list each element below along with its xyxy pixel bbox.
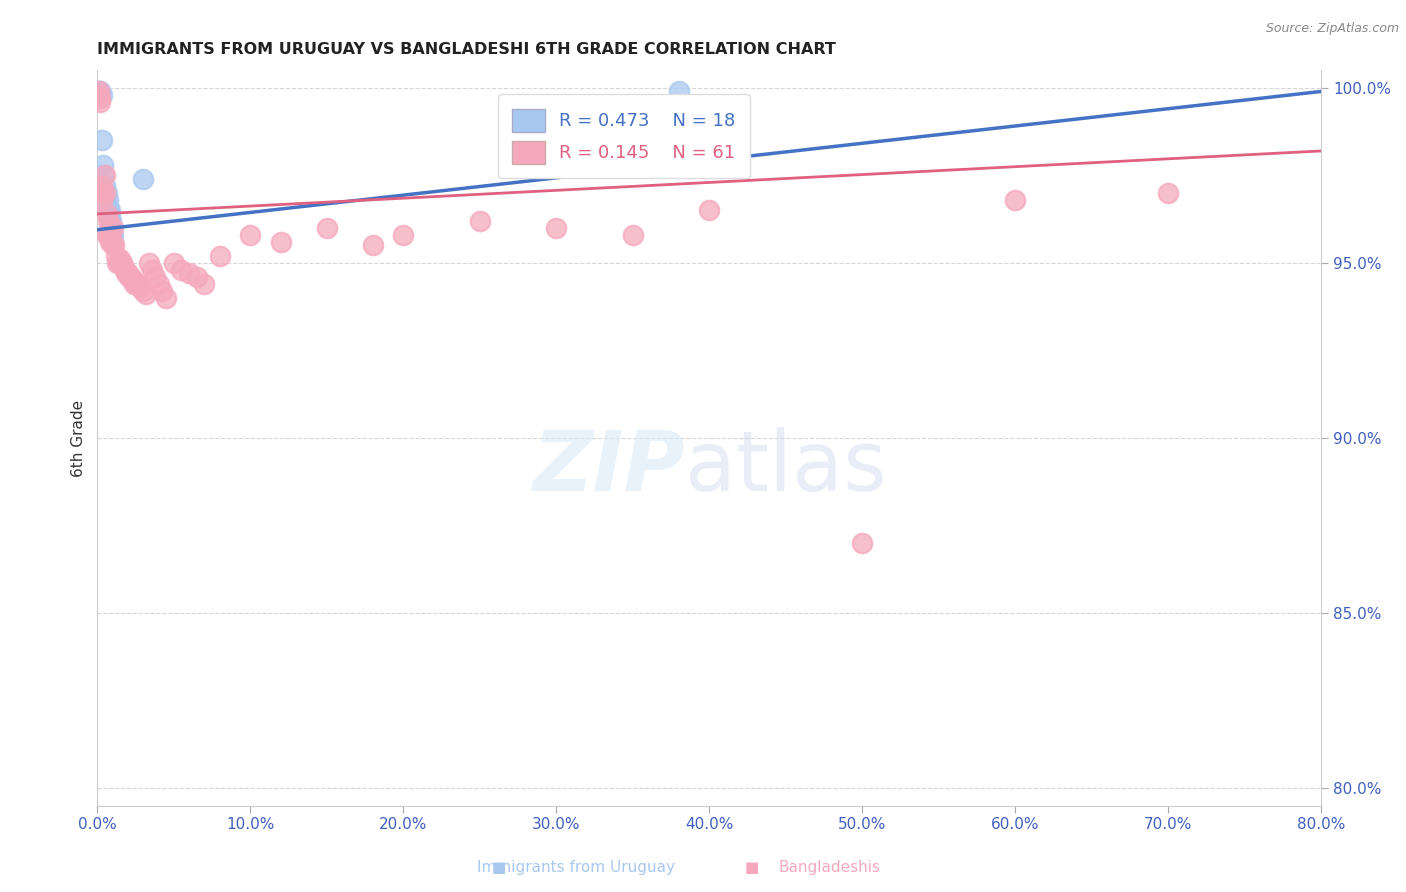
Point (100, 221, 122, 235)
Point (111, 256, 134, 270)
Point (97, 227, 120, 242)
Point (96, 186, 118, 200)
Point (124, 277, 146, 291)
Point (150, 284, 173, 298)
Point (91, 193, 114, 207)
Point (110, 252, 132, 267)
Point (100, 231, 122, 245)
Point (101, 227, 124, 242)
Point (101, 221, 124, 235)
Point (93, 158, 115, 172)
Y-axis label: 6th Grade: 6th Grade (72, 400, 86, 476)
Point (668, 85, 690, 99)
Point (97, 193, 120, 207)
Text: atlas: atlas (685, 427, 887, 508)
Point (98, 211, 121, 225)
Legend: R = 0.473    N = 18, R = 0.145    N = 61: R = 0.473 N = 18, R = 0.145 N = 61 (498, 95, 749, 178)
Point (101, 238, 124, 252)
Text: ■: ■ (492, 861, 506, 875)
Point (127, 277, 149, 291)
Point (193, 277, 215, 291)
Point (96, 207, 118, 221)
Point (155, 291, 177, 305)
Point (112, 260, 135, 274)
Text: ■: ■ (745, 861, 759, 875)
Point (93, 169, 115, 183)
Text: IMMIGRANTS FROM URUGUAY VS BANGLADESHI 6TH GRADE CORRELATION CHART: IMMIGRANTS FROM URUGUAY VS BANGLADESHI 6… (97, 42, 837, 57)
Point (94, 178, 117, 193)
Point (103, 238, 125, 252)
Point (270, 235, 292, 249)
Point (89, 95, 111, 109)
Point (851, 536, 873, 550)
Point (97, 214, 120, 228)
Point (89, 91, 111, 105)
Point (239, 227, 262, 242)
Point (118, 270, 141, 285)
Point (132, 172, 155, 186)
Point (361, 238, 384, 252)
Point (117, 267, 139, 281)
Point (115, 267, 138, 281)
Point (121, 273, 143, 287)
Point (138, 256, 160, 270)
Point (1157, 186, 1180, 200)
Text: Bangladeshis: Bangladeshis (779, 861, 880, 875)
Point (98, 203, 121, 218)
Point (132, 284, 155, 298)
Point (135, 287, 157, 301)
Text: ZIP: ZIP (531, 427, 685, 508)
Point (1004, 193, 1026, 207)
Point (98, 221, 121, 235)
Point (163, 256, 186, 270)
Point (546, 221, 568, 235)
Point (87, 87, 110, 102)
Point (114, 263, 136, 277)
Point (697, 203, 720, 218)
Point (392, 227, 415, 242)
Text: Source: ZipAtlas.com: Source: ZipAtlas.com (1265, 22, 1399, 36)
Point (101, 235, 124, 249)
Point (94, 186, 117, 200)
Point (96, 227, 118, 242)
Point (93, 186, 115, 200)
Point (170, 263, 193, 277)
Point (621, 227, 644, 242)
Point (97, 200, 120, 214)
Point (87, 85, 110, 99)
Point (129, 280, 152, 294)
Point (98, 235, 121, 249)
Point (89, 85, 111, 99)
Point (120, 270, 142, 285)
Point (91, 133, 114, 147)
Point (107, 256, 129, 270)
Point (315, 221, 337, 235)
Point (179, 267, 201, 281)
Point (87, 85, 110, 99)
Point (91, 87, 114, 102)
Point (468, 214, 491, 228)
Point (91, 178, 114, 193)
Text: Immigrants from Uruguay: Immigrants from Uruguay (478, 861, 675, 875)
Point (100, 214, 122, 228)
Point (94, 169, 117, 183)
Point (104, 249, 127, 263)
Point (105, 256, 128, 270)
Point (122, 277, 145, 291)
Point (208, 249, 231, 263)
Point (141, 263, 163, 277)
Point (186, 270, 208, 285)
Point (148, 277, 170, 291)
Point (145, 270, 167, 285)
